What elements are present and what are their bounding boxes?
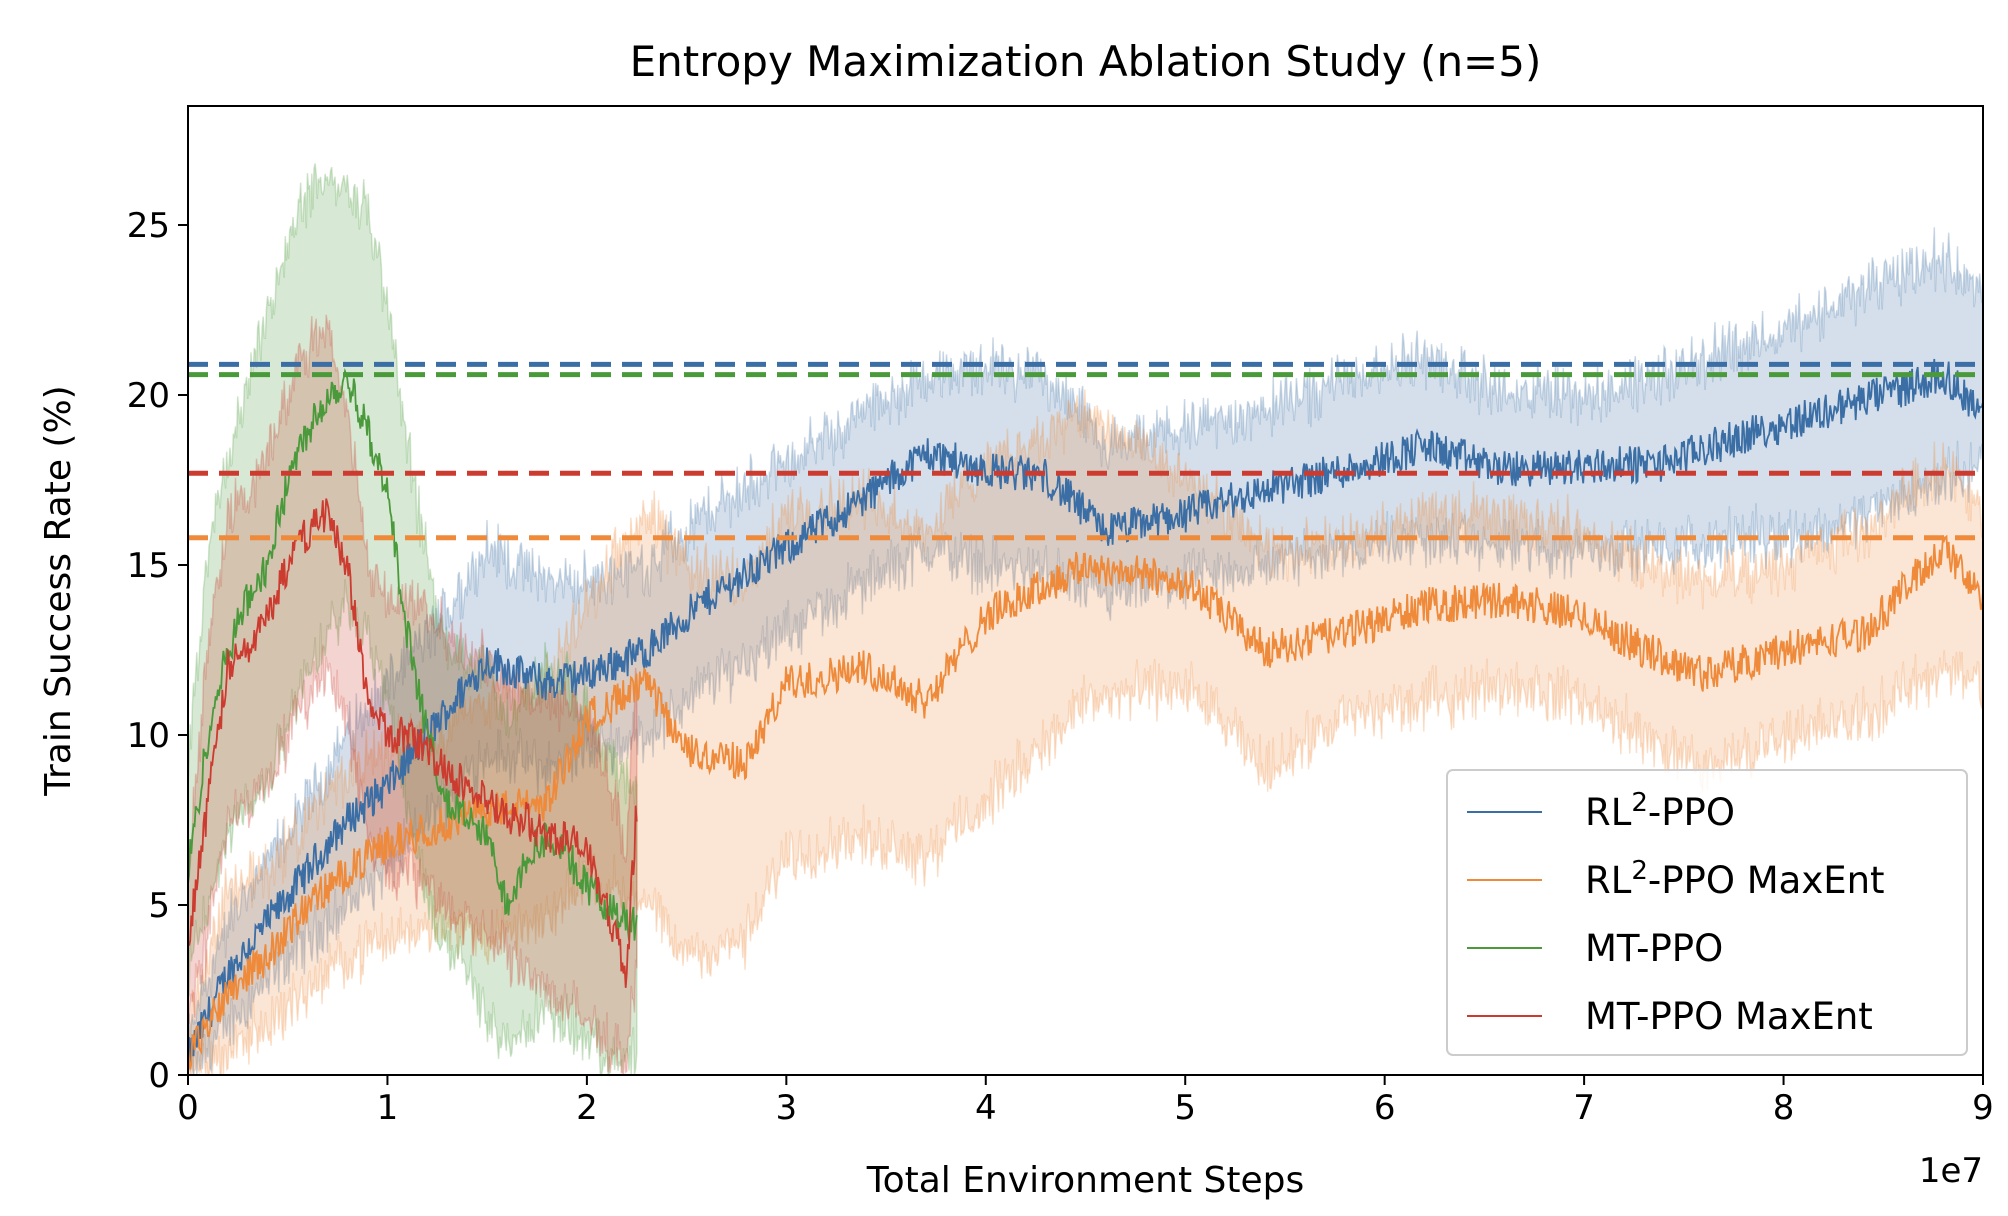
legend-box (1446, 769, 1968, 1056)
x-tick-label: 2 (576, 1088, 598, 1128)
x-tick-label: 9 (1972, 1088, 1994, 1128)
y-tick-label: 10 (127, 716, 170, 756)
legend: RL2-PPO RL2-PPO MaxEnt MT-PPO MT-PPO MaxEnt (1446, 769, 1968, 1056)
legend-label: MT-PPO (1585, 927, 1723, 970)
chart-title: Entropy Maximization Ablation Study (n=5… (630, 37, 1542, 86)
y-tick-label: 25 (127, 206, 170, 246)
y-axis-label: Train Success Rate (%) (38, 385, 79, 796)
line-series-0 (187, 358, 1984, 1066)
plot-frame (187, 105, 1984, 1076)
x-tick-label: 3 (776, 1088, 798, 1128)
y-tick-label: 5 (148, 886, 170, 926)
x-tick-label: 7 (1573, 1088, 1595, 1128)
y-tick-label: 20 (127, 376, 170, 416)
y-tick-label: 0 (148, 1056, 170, 1096)
x-tick-label: 6 (1374, 1088, 1396, 1128)
confidence-bands (187, 163, 1984, 1078)
band-series-3 (187, 314, 638, 1076)
x-axis-label: Total Environment Steps (866, 1160, 1305, 1201)
x-axis-offset-label: 1e7 (1919, 1151, 1983, 1191)
final-performance-lines (188, 361, 1983, 541)
line-series-3 (187, 498, 638, 988)
x-tick-label: 0 (177, 1088, 199, 1128)
x-tick-label: 8 (1773, 1088, 1795, 1128)
band-series-2 (187, 163, 638, 1078)
y-tick-label: 15 (127, 546, 170, 586)
y-axis-ticks: 0 5 10 15 20 25 (127, 206, 188, 1096)
x-tick-label: 1 (377, 1088, 399, 1128)
series-lines (187, 358, 1984, 1070)
legend-label: RL2-PPO MaxEnt (1585, 856, 1885, 902)
legend-label: MT-PPO MaxEnt (1585, 995, 1873, 1038)
x-axis-ticks: 0 1 2 3 4 5 6 7 8 9 (177, 1075, 1994, 1128)
x-tick-label: 4 (975, 1088, 997, 1128)
x-tick-label: 5 (1174, 1088, 1196, 1128)
legend-label: RL2-PPO (1585, 788, 1735, 834)
